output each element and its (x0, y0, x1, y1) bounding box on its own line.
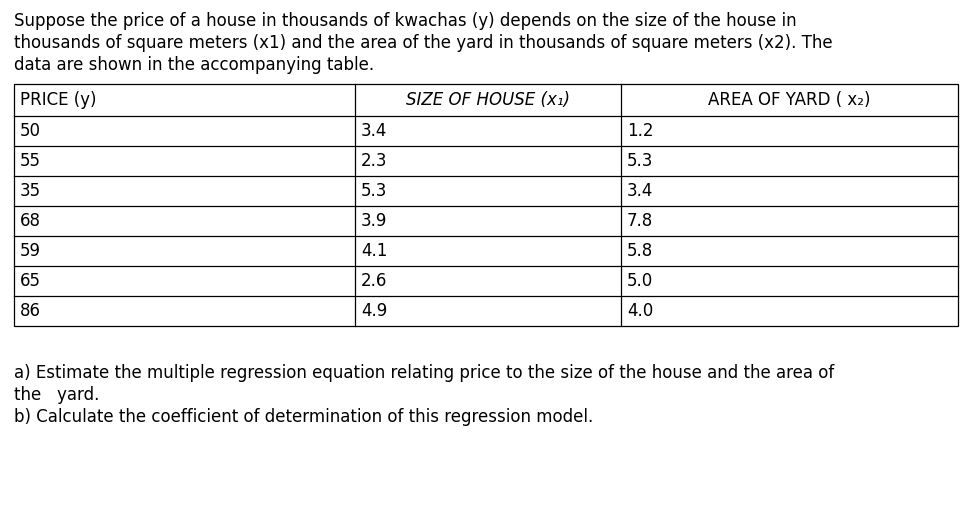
Text: 4.9: 4.9 (361, 302, 387, 320)
Text: SIZE OF HOUSE (x₁): SIZE OF HOUSE (x₁) (406, 91, 570, 109)
Text: 65: 65 (20, 272, 41, 290)
Text: 3.9: 3.9 (361, 212, 387, 230)
Text: data are shown in the accompanying table.: data are shown in the accompanying table… (14, 56, 374, 74)
Text: 2.3: 2.3 (361, 152, 387, 170)
Bar (14, 84, 958, 326)
Text: the   yard.: the yard. (14, 386, 99, 404)
Text: 5.3: 5.3 (361, 182, 387, 200)
Text: 4.1: 4.1 (361, 242, 387, 260)
Text: 5.3: 5.3 (627, 152, 653, 170)
Text: 7.8: 7.8 (627, 212, 653, 230)
Text: Suppose the price of a house in thousands of kwachas (y) depends on the size of : Suppose the price of a house in thousand… (14, 12, 797, 30)
Text: b) Calculate the coefficient of determination of this regression model.: b) Calculate the coefficient of determin… (14, 408, 593, 426)
Text: a) Estimate the multiple regression equation relating price to the size of the h: a) Estimate the multiple regression equa… (14, 364, 835, 382)
Text: PRICE (y): PRICE (y) (20, 91, 97, 109)
Text: 2.6: 2.6 (361, 272, 387, 290)
Text: 86: 86 (20, 302, 41, 320)
Text: 55: 55 (20, 152, 41, 170)
Text: 1.2: 1.2 (627, 122, 653, 140)
Text: 5.0: 5.0 (627, 272, 653, 290)
Text: 5.8: 5.8 (627, 242, 653, 260)
Text: 59: 59 (20, 242, 41, 260)
Text: 50: 50 (20, 122, 41, 140)
Text: 4.0: 4.0 (627, 302, 653, 320)
Text: 35: 35 (20, 182, 41, 200)
Text: 3.4: 3.4 (361, 122, 387, 140)
Text: 3.4: 3.4 (627, 182, 653, 200)
Text: 68: 68 (20, 212, 41, 230)
Text: thousands of square meters (x1) and the area of the yard in thousands of square : thousands of square meters (x1) and the … (14, 34, 833, 52)
Text: AREA OF YARD ( x₂): AREA OF YARD ( x₂) (708, 91, 871, 109)
